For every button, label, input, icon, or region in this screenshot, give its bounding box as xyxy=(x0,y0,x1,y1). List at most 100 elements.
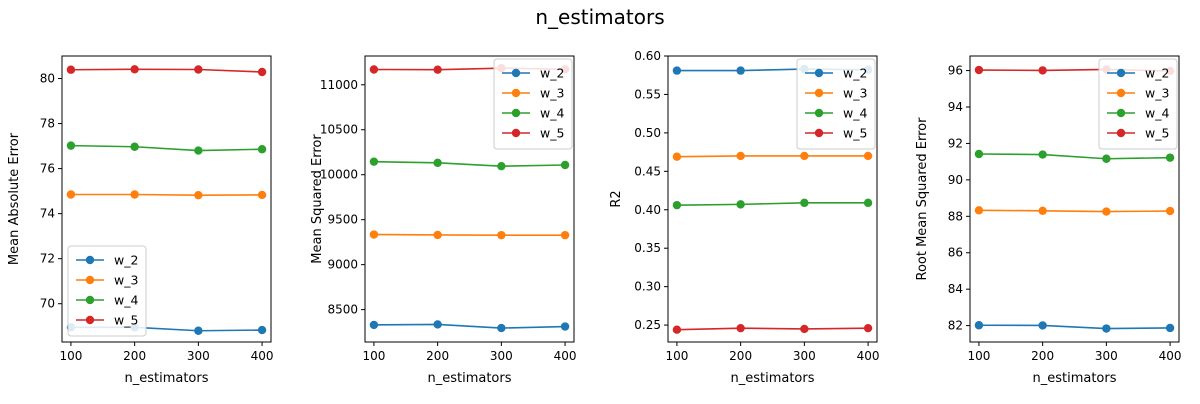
legend-marker-w_3 xyxy=(85,275,95,285)
y-tick-label: 76 xyxy=(40,162,55,176)
y-tick-label: 0.25 xyxy=(634,318,661,332)
x-tick-label: 200 xyxy=(729,349,752,363)
legend-box xyxy=(493,58,573,150)
y-tick-label: 8500 xyxy=(327,303,358,317)
axes-frame xyxy=(364,55,575,343)
legend-label-w_5: w_5 xyxy=(540,126,564,141)
data-point-w_4 xyxy=(1038,150,1047,159)
legend-box xyxy=(1098,58,1178,150)
data-point-w_3 xyxy=(1165,206,1175,216)
data-point-w_2 xyxy=(974,321,984,330)
data-point-w_4 xyxy=(369,157,379,166)
y-tick-label: 88 xyxy=(948,209,963,223)
x-tick-label: 100 xyxy=(362,349,385,363)
legend-label-w_3: w_3 xyxy=(843,86,867,101)
data-point-w_4 xyxy=(66,141,76,150)
data-point-w_2 xyxy=(1038,321,1047,330)
y-tick-label: 96 xyxy=(948,64,963,78)
data-point-w_2 xyxy=(194,326,203,335)
series-line-w_3 xyxy=(373,233,566,236)
data-point-w_4 xyxy=(257,145,267,154)
data-point-w_4 xyxy=(672,200,682,210)
x-tick-label: 200 xyxy=(1031,349,1054,363)
series-line-w_5 xyxy=(70,68,263,73)
legend-marker-w_2 xyxy=(1116,68,1126,78)
x-tick-label: 100 xyxy=(59,349,82,363)
legend-marker-w_2 xyxy=(85,255,95,265)
y-axis-label: Mean Absolute Error xyxy=(7,132,22,265)
data-point-w_4 xyxy=(194,146,203,155)
subplot-1: 100 200 300 400 70 72 74 76 78 80 n_estimators Mean… xyxy=(7,55,274,386)
data-point-w_2 xyxy=(369,320,379,330)
data-point-w_3 xyxy=(369,230,379,239)
x-tick-label: 100 xyxy=(665,349,688,363)
legend-label-w_4: w_4 xyxy=(1145,106,1169,121)
y-tick-label: 92 xyxy=(948,136,963,150)
data-point-w_3 xyxy=(736,151,745,161)
data-point-w_3 xyxy=(257,190,267,200)
legend-marker-w_2 xyxy=(814,68,824,78)
data-point-w_3 xyxy=(497,230,506,240)
y-tick-label: 10500 xyxy=(320,123,358,137)
legend-marker-w_3 xyxy=(511,88,521,98)
y-tick-label: 90 xyxy=(948,173,963,187)
legend-marker-w_4 xyxy=(1116,108,1126,118)
y-tick-label: 84 xyxy=(948,282,963,296)
data-point-w_3 xyxy=(1102,207,1111,216)
axes-frame xyxy=(667,55,878,343)
data-point-w_2 xyxy=(257,325,267,335)
legend-label-w_5: w_5 xyxy=(1145,126,1169,141)
legend: w_2 w_3 w_4 w_5 xyxy=(67,245,147,337)
data-point-w_5 xyxy=(257,67,267,77)
y-tick-label: 82 xyxy=(948,319,963,333)
x-axis-label: n_estimators xyxy=(124,371,208,386)
data-point-w_3 xyxy=(130,190,139,199)
legend-label-w_2: w_2 xyxy=(843,66,867,81)
data-point-w_3 xyxy=(194,190,203,200)
data-point-w_5 xyxy=(672,325,682,334)
x-tick-label: 400 xyxy=(554,349,577,363)
series-line-w_4 xyxy=(978,153,1171,160)
data-point-w_3 xyxy=(672,152,682,161)
x-tick-label: 300 xyxy=(1095,349,1118,363)
legend-label-w_2: w_2 xyxy=(540,66,564,81)
data-point-w_3 xyxy=(800,151,809,161)
data-point-w_2 xyxy=(433,320,442,329)
legend-label-w_3: w_3 xyxy=(114,273,138,288)
data-point-w_2 xyxy=(736,66,745,75)
data-point-w_4 xyxy=(560,160,570,170)
y-tick-label: 70 xyxy=(40,297,55,311)
data-point-w_4 xyxy=(497,161,506,171)
y-tick-label: 0.30 xyxy=(634,280,661,294)
data-point-w_3 xyxy=(433,230,442,240)
data-point-w_5 xyxy=(974,65,984,75)
y-tick-label: 9500 xyxy=(327,213,358,227)
y-tick-label: 0.60 xyxy=(634,49,661,63)
legend-box xyxy=(796,58,876,150)
x-tick-label: 400 xyxy=(1159,349,1182,363)
data-point-w_2 xyxy=(1165,323,1175,333)
data-point-w_3 xyxy=(974,206,984,215)
legend-marker-w_5 xyxy=(1116,128,1126,138)
legend-label-w_4: w_4 xyxy=(843,106,867,121)
series-line-w_4 xyxy=(70,144,263,152)
data-point-w_4 xyxy=(130,142,139,151)
data-point-w_5 xyxy=(736,323,745,333)
data-point-w_4 xyxy=(736,200,745,209)
series-line-w_4 xyxy=(676,202,869,206)
legend-marker-w_3 xyxy=(1116,88,1126,98)
legend-marker-w_4 xyxy=(511,108,521,118)
y-axis-label: Mean Squared Error xyxy=(310,134,325,264)
y-tick-label: 0.45 xyxy=(634,164,661,178)
series-line-w_3 xyxy=(70,193,263,196)
figure-title: n_estimators xyxy=(535,5,664,29)
y-tick-label: 74 xyxy=(40,207,55,221)
y-tick-label: 0.50 xyxy=(634,126,661,140)
legend-marker-w_4 xyxy=(85,295,95,305)
data-point-w_5 xyxy=(433,65,442,74)
series-line-w_3 xyxy=(978,209,1171,213)
y-tick-label: 0.55 xyxy=(634,87,661,101)
data-point-w_3 xyxy=(1038,206,1047,216)
